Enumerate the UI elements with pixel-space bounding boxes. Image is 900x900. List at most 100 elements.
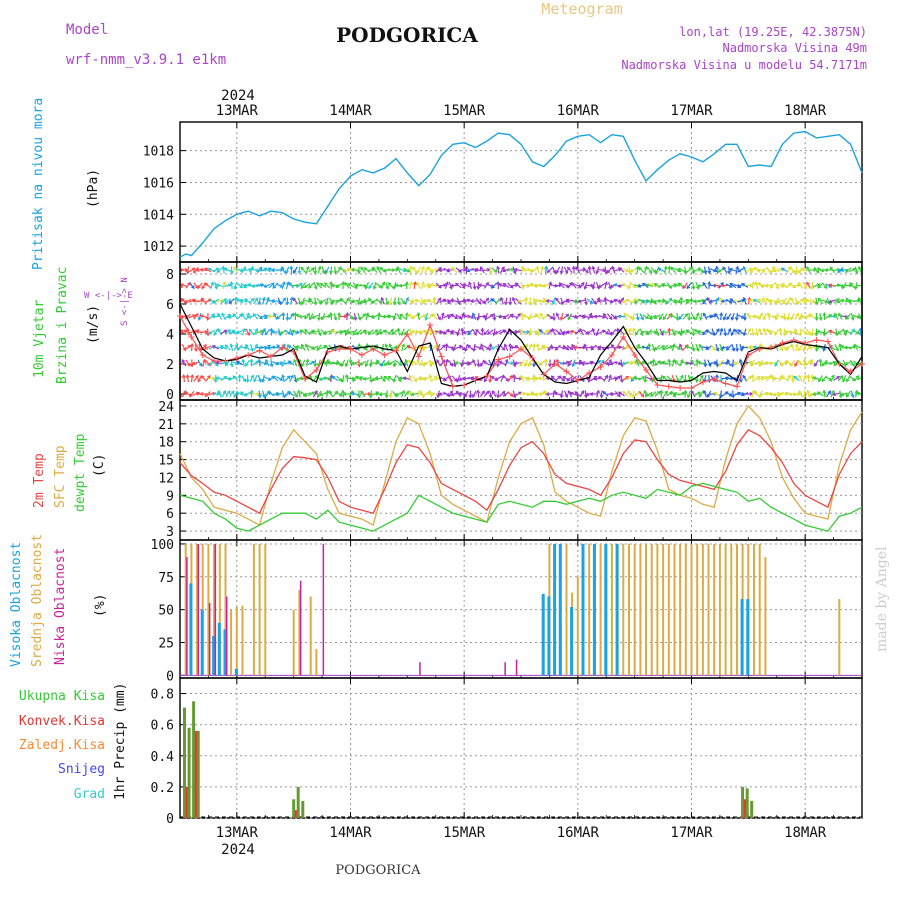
wind-arrow [236,344,243,351]
y-tick-label: 0 [166,388,174,403]
precip-conv-bar [185,786,188,818]
wind-arrow [351,299,359,303]
wind-arrow [733,361,741,365]
wind-arrow [489,343,492,352]
wind-arrow [544,266,548,274]
wind-arrow-head [558,282,563,286]
wind-arrow-head [643,265,648,270]
wind-arrow-head [611,265,616,270]
wind-arrow-head [645,315,650,320]
wind-arrow [380,297,385,305]
wind-arrow-head [715,374,720,378]
wind-arrow-head [359,300,364,304]
wind-arrow-head [761,269,766,274]
wind-arrow [230,266,233,274]
wind-arrow-head [418,376,423,381]
wind-arrow [369,390,373,398]
wind-arrow-head [532,301,537,306]
wind-arrow-head [540,265,545,270]
wind-arrow [703,390,707,398]
wind-arrow-head [544,265,549,270]
wind-arrow-head [408,374,413,379]
wind-arrow-head [803,374,807,379]
wind-arrow [225,390,231,398]
wind-arrow-head [555,297,559,302]
wind-arrow [349,359,353,367]
wind-arrow [303,300,311,302]
wind-arrow-head [638,266,643,271]
wind-arrow-head [571,265,576,270]
wind-arrow [224,344,231,351]
wind-arrow-head [780,283,785,287]
wind-arrow-head [686,394,691,399]
wind-arrow [399,313,406,320]
wind-arrow-head [269,327,274,332]
wind-arrow-head [653,346,658,351]
wind-arrow [261,390,266,398]
wind-arrow [747,297,751,305]
wind-arrow [560,312,564,321]
cloud-mid-bar [241,605,244,676]
wind-arrow [834,313,839,320]
wind-arrow-head [774,363,778,367]
wind-arrow-head [590,346,595,351]
cloud-mid-bar [628,543,630,676]
wind-arrow-head [301,301,305,306]
wind-arrow-head [388,301,393,306]
wind-arrow-head [559,316,564,321]
bottom-day-label: 18MAR [784,825,827,841]
wind-arrow [367,329,374,335]
wind-arrow [774,328,780,336]
wind-arrow [224,268,232,272]
wind-arrow [369,374,372,383]
wind-arrow [521,312,524,321]
wind-arrow-head [730,332,735,337]
wind-arrow-head [392,285,397,290]
wind-arrow [356,329,363,335]
wind-arrow-head [787,266,791,270]
wind-arrow-head [585,330,590,335]
wind-arrow-head [403,268,407,273]
wind-arrow [188,267,196,273]
wind-arrow [363,267,371,273]
wind-arrow [358,297,361,305]
wind-arrow-head [235,298,240,303]
wind-arrow-head [681,391,686,396]
wind-arrow [833,376,840,381]
wind-arrow [358,359,360,367]
wind-arrow-head [657,360,662,365]
gust-marker [336,346,343,352]
gust-marker [563,368,570,375]
wind-arrow [687,390,692,398]
wind-arrow-head [472,312,476,317]
precip-total-label: Ukupna Kisa [19,689,105,704]
wind-arrow [518,345,526,350]
wind-arrow-head [195,268,200,273]
wind-arrow-head [840,298,844,303]
wind-arrow [305,266,310,274]
wind-arrow [766,375,772,382]
wind-arrow-head [720,299,725,304]
wind-arrow [622,376,629,381]
wind-arrow [244,269,252,271]
gust-marker [756,346,763,352]
t2m-line [179,428,863,515]
wind-arrow [658,267,665,273]
gust-marker [836,361,843,367]
wind-arrow-head [407,313,412,318]
wind-arrow-head [357,270,361,275]
y-tick-label: 2 [166,358,174,373]
wind-arrow [439,268,447,272]
wind-arrow [220,329,228,335]
wind-arrow-head [674,359,678,364]
gust-marker [222,358,229,364]
wind-arrow-head [180,374,182,378]
wind-arrow-head [470,376,475,381]
wind-arrow-head [645,345,650,350]
wind-arrow [300,344,306,351]
wind-arrow-head [317,332,322,337]
wind-arrow [737,314,745,319]
wind-arrow-head [715,347,720,352]
wind-arrow-head [401,389,406,394]
wind-arrow-head [422,361,427,366]
